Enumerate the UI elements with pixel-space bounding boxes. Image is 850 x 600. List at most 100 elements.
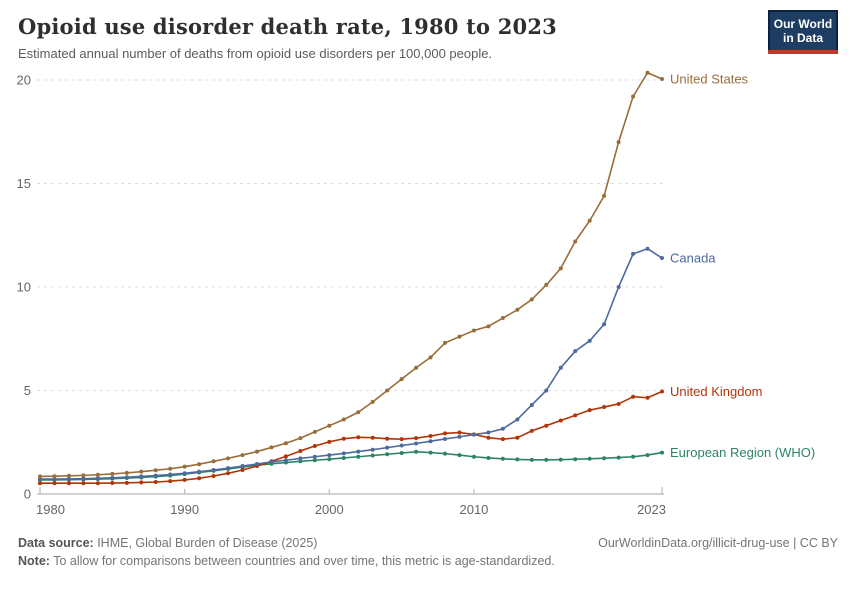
data-point [443, 431, 448, 436]
data-point [226, 466, 231, 471]
series-united-kingdom: United Kingdom [38, 384, 763, 486]
data-point [312, 458, 317, 463]
series-united-states: United States [38, 70, 749, 479]
data-point [211, 473, 216, 478]
data-point [95, 472, 100, 477]
data-point [269, 445, 274, 450]
data-point [486, 430, 491, 435]
data-point [631, 394, 636, 399]
data-point [254, 449, 259, 454]
chart-header: Opioid use disorder death rate, 1980 to … [0, 0, 850, 61]
y-grid: 0 5 10 15 20 [17, 73, 664, 502]
data-point [660, 389, 664, 394]
data-point [341, 436, 346, 441]
y-tick-label: 0 [24, 487, 31, 502]
data-point [370, 399, 375, 404]
data-point [602, 405, 607, 410]
data-point [660, 450, 664, 455]
page-title: Opioid use disorder death rate, 1980 to … [18, 14, 557, 39]
data-point [602, 193, 607, 198]
data-point [602, 322, 607, 327]
data-point [341, 451, 346, 456]
data-point [414, 365, 419, 370]
data-point [645, 70, 650, 75]
data-point [558, 457, 563, 462]
data-point [370, 447, 375, 452]
data-point [558, 418, 563, 423]
data-point [370, 453, 375, 458]
data-point [457, 430, 462, 435]
data-point [298, 436, 303, 441]
data-point [240, 467, 245, 472]
data-point [529, 297, 534, 302]
series-line [39, 71, 663, 478]
owid-logo-red-bar [768, 50, 838, 54]
series-label-european-region-who: European Region (WHO) [670, 445, 815, 460]
data-point [38, 481, 42, 486]
data-point [500, 456, 505, 461]
data-point [81, 481, 86, 486]
data-point [471, 328, 476, 333]
data-point [139, 469, 144, 474]
data-point [52, 477, 57, 482]
x-tick-label: 2023 [637, 502, 666, 517]
series-label-united-kingdom: United Kingdom [670, 384, 763, 399]
note-text: To allow for comparisons between countri… [49, 554, 555, 568]
data-point [399, 437, 404, 442]
data-point [399, 451, 404, 456]
series-line [40, 390, 663, 485]
data-point [486, 435, 491, 440]
data-point [428, 434, 433, 439]
data-point [399, 443, 404, 448]
data-point [66, 481, 71, 486]
data-point [240, 453, 245, 458]
data-point [254, 461, 259, 466]
note-label: Note: [18, 554, 50, 568]
owid-cc-link[interactable]: OurWorldinData.org/illicit-drug-use | CC… [598, 536, 838, 550]
data-point [327, 423, 332, 428]
data-point [226, 456, 231, 461]
x-tick-label: 1980 [36, 502, 65, 517]
data-point [312, 443, 317, 448]
data-point [124, 470, 129, 475]
data-point [471, 432, 476, 437]
data-point [110, 475, 115, 480]
data-point [312, 454, 317, 459]
data-point [240, 464, 245, 469]
data-point [631, 454, 636, 459]
data-point [573, 349, 578, 354]
data-point [515, 435, 520, 440]
data-point [500, 426, 505, 431]
data-point [529, 402, 534, 407]
data-point [544, 282, 549, 287]
owid-logo-line1: Our World [773, 17, 833, 31]
data-point [38, 474, 42, 479]
data-point [95, 476, 100, 481]
data-point [587, 456, 592, 461]
data-point [356, 454, 361, 459]
data-point [197, 476, 202, 481]
note-line: Note: To allow for comparisons between c… [18, 554, 838, 568]
data-point [631, 94, 636, 99]
data-point [283, 458, 288, 463]
data-point [457, 434, 462, 439]
data-point [515, 307, 520, 312]
series-line [40, 450, 663, 481]
data-point [153, 468, 158, 473]
data-point [153, 473, 158, 478]
data-point [197, 469, 202, 474]
data-point [182, 471, 187, 476]
data-point [558, 266, 563, 271]
data-point [197, 462, 202, 467]
data-point [500, 316, 505, 321]
chart-footer: Data source: IHME, Global Burden of Dise… [18, 536, 838, 568]
data-point [226, 471, 231, 476]
data-point [544, 423, 549, 428]
y-tick-label: 5 [24, 383, 31, 398]
data-point [645, 395, 650, 400]
data-point [660, 256, 664, 261]
data-point [327, 453, 332, 458]
data-point [341, 455, 346, 460]
data-point [573, 457, 578, 462]
data-point [529, 428, 534, 433]
